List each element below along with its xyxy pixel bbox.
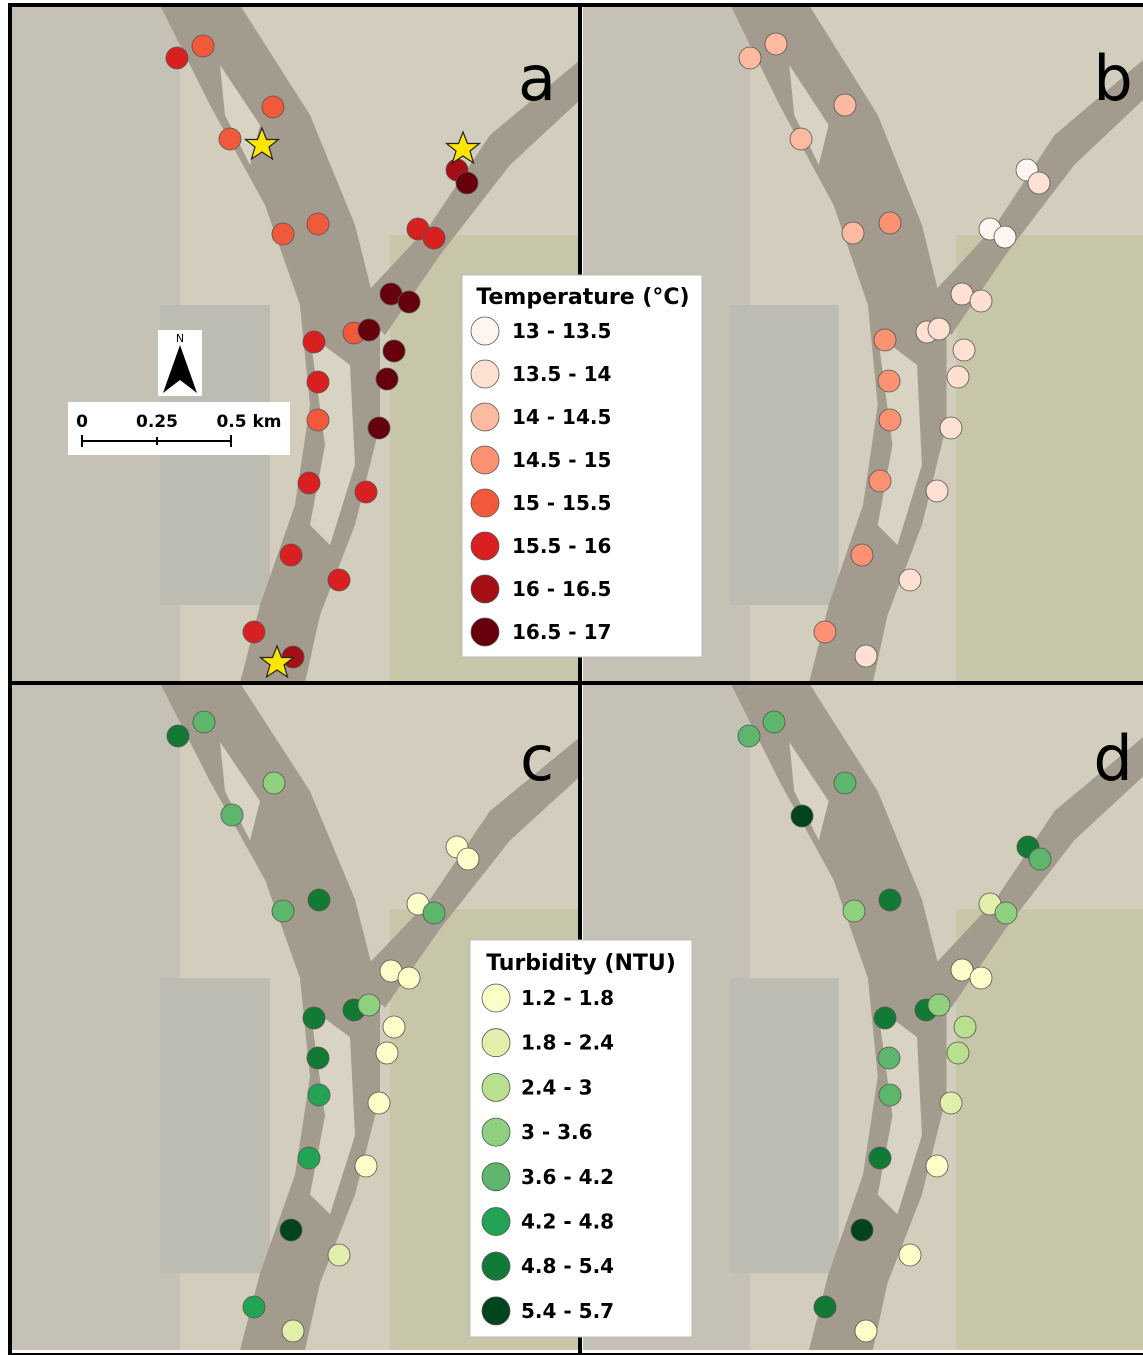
legend-swatch bbox=[482, 1208, 510, 1236]
legend-label: 4.2 - 4.8 bbox=[521, 1210, 614, 1234]
legend-label: 13.5 - 14 bbox=[512, 362, 611, 386]
legend-swatch bbox=[482, 1252, 510, 1280]
legend-swatch bbox=[471, 317, 499, 345]
legend-swatch bbox=[482, 1118, 510, 1146]
legend-swatch bbox=[482, 1163, 510, 1191]
legend-swatch bbox=[471, 360, 499, 388]
legend-label: 13 - 13.5 bbox=[512, 319, 611, 343]
panel-label: b bbox=[1093, 42, 1132, 115]
north-label: N bbox=[176, 332, 184, 345]
legend-label: 4.8 - 5.4 bbox=[521, 1254, 614, 1278]
scale-label: 0 bbox=[76, 412, 88, 432]
legend-label: 14 - 14.5 bbox=[512, 405, 611, 429]
legend-swatch bbox=[471, 575, 499, 603]
legend-label: 1.2 - 1.8 bbox=[521, 986, 614, 1010]
legend-swatch bbox=[471, 446, 499, 474]
legend-label: 16.5 - 17 bbox=[512, 620, 611, 644]
legend-swatch bbox=[482, 1073, 510, 1101]
legend-swatch bbox=[471, 532, 499, 560]
scale-label: 0.5 km bbox=[216, 412, 281, 432]
legend-title: Turbidity (NTU) bbox=[486, 951, 676, 976]
legend-label: 2.4 - 3 bbox=[521, 1075, 593, 1099]
figure: a b c d N 0 0.25 0.5 km Temperature (°C)… bbox=[0, 0, 1143, 1355]
panel-label: d bbox=[1093, 722, 1132, 795]
panel-label: c bbox=[520, 722, 554, 795]
legend-title: Temperature (°C) bbox=[476, 285, 689, 310]
scale-bar: 0 0.25 0.5 km bbox=[68, 402, 290, 455]
legend-label: 14.5 - 15 bbox=[512, 448, 611, 472]
panel-label: a bbox=[518, 42, 556, 115]
page: a b c d N 0 0.25 0.5 km Temperature (°C)… bbox=[0, 0, 1143, 1355]
legend-label: 15.5 - 16 bbox=[512, 534, 611, 558]
legend-swatch bbox=[482, 1029, 510, 1057]
legend-label: 3 - 3.6 bbox=[521, 1120, 593, 1144]
legend-label: 5.4 - 5.7 bbox=[521, 1299, 614, 1323]
legend-label: 1.8 - 2.4 bbox=[521, 1031, 614, 1055]
legend-label: 15 - 15.5 bbox=[512, 491, 611, 515]
north-arrow: N bbox=[158, 330, 202, 396]
legend-label: 3.6 - 4.2 bbox=[521, 1165, 614, 1189]
scale-label: 0.25 bbox=[136, 412, 178, 432]
legend-label: 16 - 16.5 bbox=[512, 577, 611, 601]
legend-swatch bbox=[471, 618, 499, 646]
legend-swatch bbox=[471, 489, 499, 517]
legend-swatch bbox=[471, 403, 499, 431]
legend-swatch bbox=[482, 1297, 510, 1325]
legend-swatch bbox=[482, 984, 510, 1012]
